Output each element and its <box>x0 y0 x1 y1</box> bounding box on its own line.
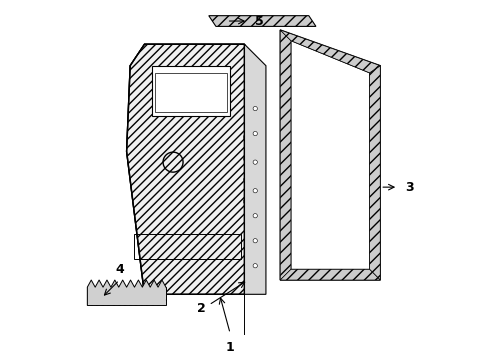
Text: 5: 5 <box>255 14 264 27</box>
Circle shape <box>243 199 248 204</box>
Text: 3: 3 <box>405 181 413 194</box>
Text: 4: 4 <box>115 264 123 276</box>
Circle shape <box>253 107 257 111</box>
Polygon shape <box>280 30 380 73</box>
Polygon shape <box>208 16 315 26</box>
Polygon shape <box>87 280 165 305</box>
Polygon shape <box>126 44 244 294</box>
Circle shape <box>243 156 248 161</box>
Circle shape <box>253 160 257 164</box>
Circle shape <box>253 131 257 136</box>
Text: 1: 1 <box>225 341 234 354</box>
Polygon shape <box>151 66 230 116</box>
Polygon shape <box>87 287 165 305</box>
Circle shape <box>253 239 257 243</box>
Circle shape <box>243 177 248 183</box>
Polygon shape <box>369 66 380 280</box>
Circle shape <box>253 213 257 218</box>
Polygon shape <box>280 30 380 280</box>
Circle shape <box>243 134 248 140</box>
Polygon shape <box>280 30 290 280</box>
Text: 2: 2 <box>197 302 205 315</box>
Polygon shape <box>244 44 265 294</box>
Polygon shape <box>290 41 369 269</box>
Circle shape <box>253 264 257 268</box>
Polygon shape <box>280 269 380 280</box>
Circle shape <box>253 189 257 193</box>
